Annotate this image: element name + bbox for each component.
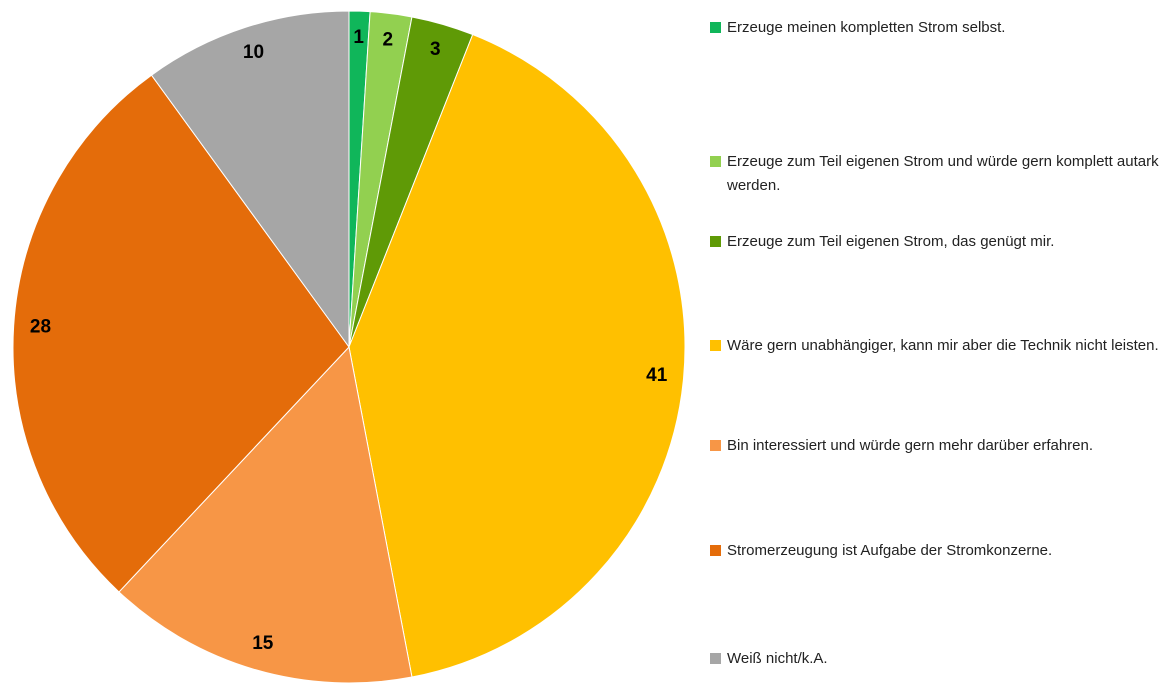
pie-slice	[12, 74, 350, 593]
legend-item: Wäre gern unabhängiger, kann mir aber di…	[710, 334, 1170, 358]
legend-swatch	[710, 340, 721, 351]
legend-swatch	[710, 236, 721, 247]
pie-slice	[348, 33, 686, 678]
legend-label: Erzeuge zum Teil eigenen Strom und würde…	[727, 153, 1159, 194]
data-label: 41	[646, 365, 668, 386]
legend-swatch	[710, 545, 721, 556]
legend-item: Erzeuge meinen kompletten Strom selbst.	[710, 16, 1170, 40]
data-label: 2	[382, 29, 393, 50]
legend-label: Wäre gern unabhängiger, kann mir aber di…	[727, 337, 1159, 354]
legend-label: Stromerzeugung ist Aufgabe der Stromkonz…	[727, 542, 1053, 559]
legend-label: Bin interessiert und würde gern mehr dar…	[727, 437, 1094, 454]
data-label: 10	[243, 42, 264, 63]
legend-item: Bin interessiert und würde gern mehr dar…	[710, 434, 1170, 458]
data-label: 15	[252, 633, 274, 654]
pie-slice	[150, 10, 350, 349]
legend-item: Weiß nicht/k.A.	[710, 647, 1170, 671]
data-label: 3	[430, 39, 441, 60]
legend-label: Erzeuge meinen kompletten Strom selbst.	[727, 19, 1006, 36]
data-label: 28	[30, 317, 51, 338]
legend-swatch	[710, 156, 721, 167]
legend-label: Weiß nicht/k.A.	[727, 650, 828, 667]
data-label: 1	[353, 27, 364, 48]
legend-swatch	[710, 440, 721, 451]
legend-item: Stromerzeugung ist Aufgabe der Stromkonz…	[710, 539, 1170, 563]
pie-slice	[118, 345, 413, 684]
pie-area: 1 2 3 41 15 28 10	[12, 10, 686, 684]
legend-item: Erzeuge zum Teil eigenen Strom, das genü…	[710, 230, 1170, 254]
legend-item: Erzeuge zum Teil eigenen Strom und würde…	[710, 150, 1170, 198]
legend-label: Erzeuge zum Teil eigenen Strom, das genü…	[727, 233, 1055, 250]
legend-swatch	[710, 653, 721, 664]
legend-swatch	[710, 22, 721, 33]
